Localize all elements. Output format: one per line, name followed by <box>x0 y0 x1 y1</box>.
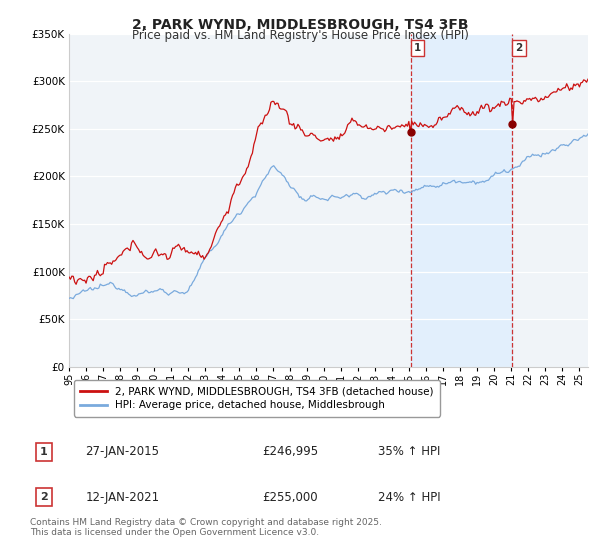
Legend: 2, PARK WYND, MIDDLESBROUGH, TS4 3FB (detached house), HPI: Average price, detac: 2, PARK WYND, MIDDLESBROUGH, TS4 3FB (de… <box>74 380 440 417</box>
Bar <box>410 34 512 367</box>
Text: 2: 2 <box>40 492 47 502</box>
Text: 1: 1 <box>40 447 47 457</box>
Text: £255,000: £255,000 <box>262 491 317 504</box>
Text: 24% ↑ HPI: 24% ↑ HPI <box>378 491 440 504</box>
Text: 1: 1 <box>414 43 421 53</box>
Text: Price paid vs. HM Land Registry's House Price Index (HPI): Price paid vs. HM Land Registry's House … <box>131 29 469 42</box>
Text: 12-JAN-2021: 12-JAN-2021 <box>85 491 160 504</box>
Text: 2, PARK WYND, MIDDLESBROUGH, TS4 3FB: 2, PARK WYND, MIDDLESBROUGH, TS4 3FB <box>132 18 468 32</box>
Text: Contains HM Land Registry data © Crown copyright and database right 2025.
This d: Contains HM Land Registry data © Crown c… <box>30 518 382 538</box>
Text: £246,995: £246,995 <box>262 445 318 459</box>
Text: 2: 2 <box>515 43 523 53</box>
Text: 27-JAN-2015: 27-JAN-2015 <box>85 445 159 459</box>
Text: 35% ↑ HPI: 35% ↑ HPI <box>378 445 440 459</box>
